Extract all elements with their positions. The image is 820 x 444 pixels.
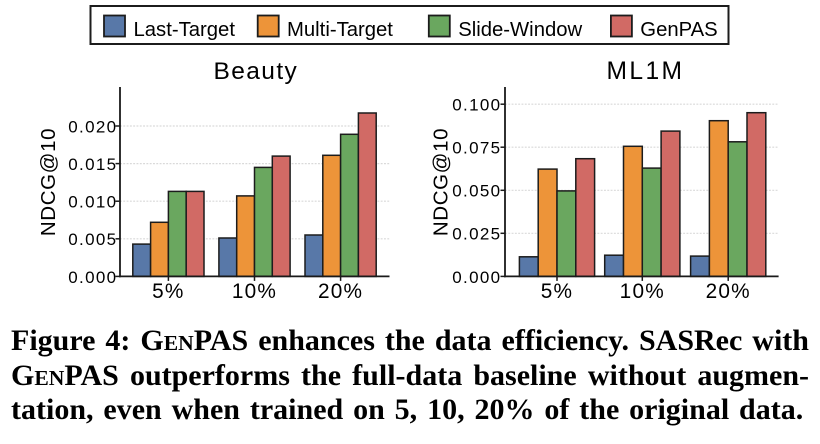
svg-text:NDCG@10: NDCG@10 bbox=[37, 128, 60, 236]
svg-text:10%: 10% bbox=[232, 280, 277, 303]
svg-text:0.015: 0.015 bbox=[68, 155, 117, 174]
svg-text:0.000: 0.000 bbox=[452, 268, 501, 287]
svg-text:0.100: 0.100 bbox=[452, 96, 501, 115]
svg-text:20%: 20% bbox=[706, 280, 751, 303]
svg-text:5%: 5% bbox=[541, 280, 573, 303]
svg-text:ML1M: ML1M bbox=[607, 58, 685, 85]
svg-text:0.005: 0.005 bbox=[68, 230, 117, 249]
svg-text:0.020: 0.020 bbox=[68, 117, 117, 136]
svg-text:Multi-Target: Multi-Target bbox=[287, 19, 393, 41]
svg-text:Slide-Window: Slide-Window bbox=[458, 19, 582, 41]
svg-text:0.050: 0.050 bbox=[452, 182, 501, 201]
svg-text:Last-Target: Last-Target bbox=[134, 19, 236, 41]
svg-text:0.000: 0.000 bbox=[68, 268, 117, 287]
svg-text:0.025: 0.025 bbox=[452, 225, 501, 244]
svg-text:10%: 10% bbox=[620, 280, 665, 303]
svg-text:20%: 20% bbox=[318, 280, 363, 303]
svg-text:GenPAS: GenPAS bbox=[640, 19, 717, 41]
svg-text:NDCG@10: NDCG@10 bbox=[430, 128, 453, 236]
svg-text:Beauty: Beauty bbox=[214, 58, 299, 85]
svg-text:0.075: 0.075 bbox=[452, 139, 501, 158]
svg-text:5%: 5% bbox=[152, 280, 184, 303]
svg-text:0.010: 0.010 bbox=[68, 193, 117, 212]
